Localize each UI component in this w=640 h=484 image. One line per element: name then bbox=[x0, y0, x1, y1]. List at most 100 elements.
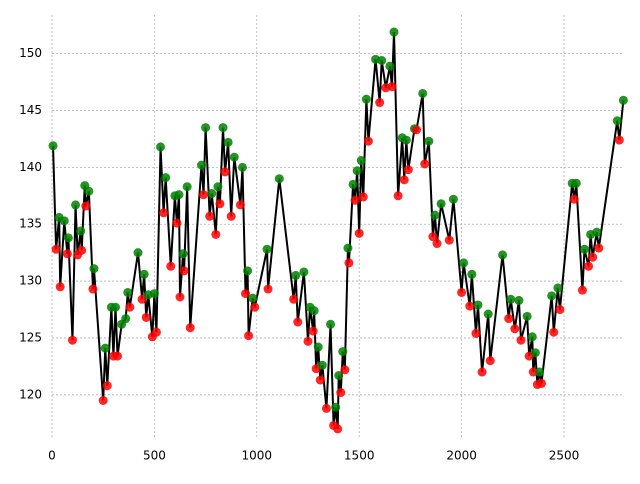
trough-marker bbox=[175, 292, 185, 302]
trough-marker bbox=[344, 258, 354, 268]
y-tick-label: 125 bbox=[19, 330, 42, 344]
peak-marker bbox=[553, 283, 563, 293]
peak-marker bbox=[498, 250, 508, 260]
trough-marker bbox=[151, 327, 161, 337]
peak-marker bbox=[291, 270, 301, 280]
trough-marker bbox=[358, 192, 368, 202]
trough-marker bbox=[510, 324, 520, 334]
trough-marker bbox=[584, 261, 594, 271]
peak-marker bbox=[618, 95, 628, 105]
trough-marker bbox=[350, 195, 360, 205]
peak-marker bbox=[430, 210, 440, 220]
peak-marker bbox=[579, 244, 589, 254]
peak-marker bbox=[326, 319, 336, 329]
peak-marker bbox=[133, 248, 143, 258]
trough-marker bbox=[179, 266, 189, 276]
trough-marker bbox=[205, 211, 215, 221]
peak-marker bbox=[201, 123, 211, 133]
trough-marker bbox=[303, 336, 313, 346]
peak-marker bbox=[467, 269, 477, 279]
trough-marker bbox=[477, 367, 487, 377]
peak-marker bbox=[243, 266, 253, 276]
trough-marker bbox=[432, 239, 442, 249]
peak-marker bbox=[522, 311, 532, 321]
trough-marker bbox=[215, 199, 225, 209]
peak-marker bbox=[343, 243, 353, 253]
peak-marker bbox=[352, 166, 362, 176]
peak-marker bbox=[121, 314, 131, 324]
peak-marker bbox=[182, 182, 192, 192]
peak-marker bbox=[530, 348, 540, 358]
trough-marker bbox=[172, 218, 182, 228]
peak-marker bbox=[149, 289, 159, 299]
trough-marker bbox=[536, 378, 546, 388]
trough-marker bbox=[263, 284, 273, 294]
trough-marker bbox=[51, 244, 61, 254]
peak-marker bbox=[377, 55, 387, 65]
peak-marker bbox=[84, 186, 94, 196]
trough-marker bbox=[67, 335, 77, 345]
trough-marker bbox=[340, 365, 350, 375]
peak-marker bbox=[237, 162, 247, 172]
trough-marker bbox=[336, 388, 346, 398]
trough-marker bbox=[308, 326, 318, 336]
y-tick-label: 120 bbox=[19, 387, 42, 401]
trough-marker bbox=[235, 200, 245, 210]
peak-marker bbox=[248, 293, 258, 303]
peak-marker bbox=[331, 402, 341, 412]
peak-marker bbox=[156, 142, 166, 152]
peak-marker bbox=[527, 332, 537, 342]
peak-marker bbox=[317, 360, 327, 370]
trough-marker bbox=[387, 82, 397, 92]
peak-marker bbox=[309, 306, 319, 316]
trough-marker bbox=[321, 403, 331, 413]
trough-marker bbox=[577, 285, 587, 295]
peak-marker bbox=[356, 156, 366, 166]
peak-marker bbox=[592, 227, 602, 237]
trough-marker bbox=[250, 302, 260, 312]
peak-marker bbox=[100, 343, 110, 353]
trough-marker bbox=[77, 245, 87, 255]
trough-marker bbox=[569, 194, 579, 204]
peak-marker bbox=[48, 141, 58, 151]
peak-marker bbox=[63, 233, 73, 243]
trough-marker bbox=[399, 175, 409, 185]
trough-marker bbox=[55, 282, 65, 292]
peak-marker bbox=[123, 287, 133, 297]
trough-marker bbox=[113, 351, 123, 361]
peak-marker bbox=[178, 249, 188, 259]
peak-marker bbox=[473, 300, 483, 310]
peak-marker bbox=[547, 291, 557, 301]
peak-marker bbox=[299, 267, 309, 277]
peak-marker bbox=[71, 200, 81, 210]
peak-marker bbox=[197, 160, 207, 170]
trough-marker bbox=[363, 136, 373, 146]
trough-marker bbox=[159, 208, 169, 218]
trough-marker bbox=[614, 135, 624, 145]
trough-marker bbox=[485, 356, 495, 366]
peak-marker bbox=[571, 178, 581, 188]
trough-marker bbox=[588, 252, 598, 262]
trough-marker bbox=[62, 249, 72, 259]
trough-marker bbox=[166, 261, 176, 271]
trough-marker bbox=[457, 287, 467, 297]
peak-marker bbox=[76, 226, 86, 236]
trough-marker bbox=[125, 302, 135, 312]
peak-marker bbox=[218, 123, 228, 133]
trough-marker bbox=[185, 323, 195, 333]
peak-marker bbox=[483, 309, 493, 319]
peak-marker bbox=[59, 216, 69, 226]
y-tick-label: 135 bbox=[19, 217, 42, 231]
peak-marker bbox=[385, 61, 395, 71]
peak-marker bbox=[514, 295, 524, 305]
trough-marker bbox=[444, 235, 454, 245]
trough-marker bbox=[516, 335, 526, 345]
peak-marker bbox=[448, 194, 458, 204]
trough-marker bbox=[293, 317, 303, 327]
peak-marker bbox=[174, 190, 184, 200]
peak-marker bbox=[436, 199, 446, 209]
trough-marker bbox=[141, 312, 151, 322]
trough-marker bbox=[594, 243, 604, 253]
trough-marker bbox=[333, 424, 343, 434]
trough-marker bbox=[403, 165, 413, 175]
